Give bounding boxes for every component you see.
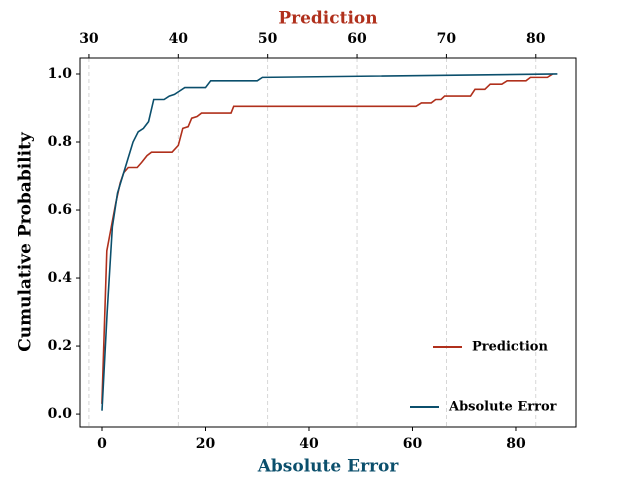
series-line — [101, 73, 558, 411]
y-tick-label: 0.0 — [48, 406, 73, 422]
x2-tick-label: 40 — [169, 31, 189, 47]
x-tick-label: 40 — [299, 436, 319, 452]
y-tick-label: 0.6 — [48, 202, 72, 218]
y-axis-label: Cumulative Probability — [16, 131, 36, 352]
x2-tick-label: 70 — [437, 31, 457, 47]
plot-frame — [79, 57, 577, 428]
x2-axis-label: Prediction — [278, 9, 377, 29]
x2-tick-label: 50 — [258, 31, 278, 47]
y-tick-label: 0.8 — [48, 134, 72, 150]
y-tick-label: 1.0 — [48, 66, 73, 82]
x-tick-label: 20 — [196, 436, 216, 452]
x2-tick-label: 80 — [526, 31, 546, 47]
x-tick-label: 80 — [506, 436, 526, 452]
y-tick-label: 0.4 — [48, 270, 73, 286]
x-tick-label: 60 — [403, 436, 423, 452]
x-axis-label: Absolute Error — [257, 457, 400, 477]
y-tick-label: 0.2 — [48, 338, 72, 354]
x2-tick-label: 30 — [79, 31, 99, 47]
x-tick-label: 0 — [97, 436, 107, 452]
x2-tick-label: 60 — [347, 31, 367, 47]
legend-label: Prediction — [472, 340, 548, 355]
series-line — [101, 73, 554, 404]
legend-label: Absolute Error — [448, 400, 557, 415]
